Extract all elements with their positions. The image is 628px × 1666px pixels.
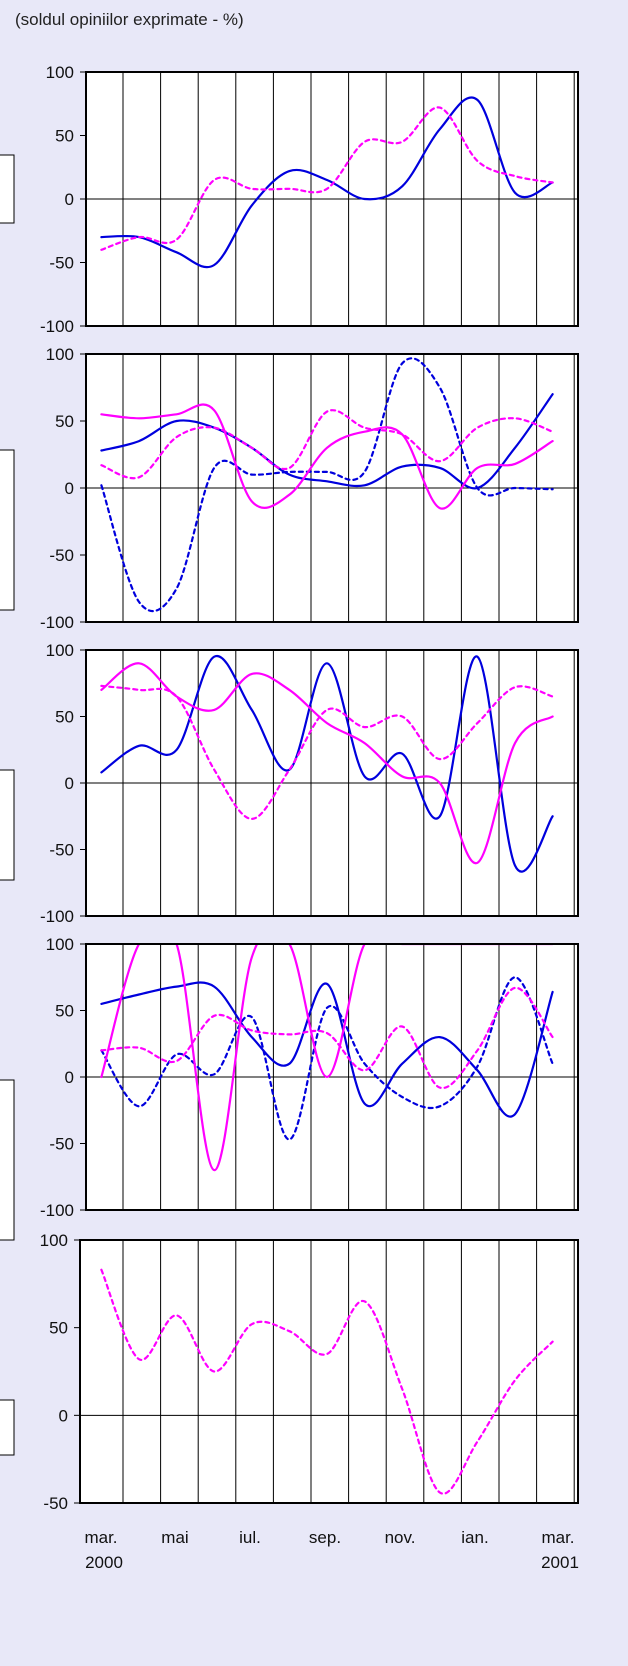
plot-frame [85, 943, 579, 1211]
x-tick-label: sep. [309, 1528, 341, 1547]
y-tick-label: 100 [46, 63, 74, 82]
y-tick-label: 100 [46, 935, 74, 954]
chart-panel-1: 100 50 0 -50 -100 [40, 63, 579, 336]
y-tick-label: 100 [46, 345, 74, 364]
y-tick-label: 50 [55, 412, 74, 431]
legend-box-4 [0, 1079, 15, 1241]
plot-frame [85, 353, 579, 623]
legend-box-3 [0, 769, 15, 881]
y-tick-label: -50 [43, 1494, 68, 1513]
plot-frame [85, 71, 579, 327]
y-tick-label: -100 [40, 1201, 74, 1220]
series-line-3 [100, 684, 554, 820]
series-line-2 [100, 976, 554, 1141]
y-tick-label: 50 [55, 127, 74, 146]
series-line-1 [100, 1268, 554, 1495]
legend-box-1 [0, 154, 15, 224]
x-tick-year: 2000 [85, 1553, 123, 1572]
series-line-2 [100, 662, 554, 864]
y-tick-label: -50 [49, 254, 74, 273]
y-tick-label: -50 [49, 841, 74, 860]
y-tick-label: 0 [65, 774, 74, 793]
plot-area [80, 1240, 578, 1503]
y-tick-label: -50 [49, 1135, 74, 1154]
y-tick-label: -100 [40, 907, 74, 926]
x-tick-label: mai [161, 1528, 188, 1547]
series-line-4 [100, 986, 554, 1089]
series-line-1 [100, 96, 554, 269]
legend-box-2 [0, 449, 15, 611]
plot-frame [85, 649, 579, 917]
y-tick-label: 50 [55, 708, 74, 727]
chart-subtitle: (soldul opiniilor exprimate - %) [15, 10, 244, 29]
x-tick-label: mar. [541, 1528, 574, 1547]
chart-panel-5: 100 50 0 -50 [40, 1231, 579, 1513]
series-line-4 [100, 409, 554, 480]
series-line-2 [100, 357, 554, 613]
x-tick-year: 2001 [541, 1553, 579, 1572]
x-tick-label: ian. [461, 1528, 488, 1547]
x-tick-label: nov. [385, 1528, 416, 1547]
legend-box-5 [0, 1399, 15, 1456]
series-line-3 [100, 403, 554, 510]
y-tick-label: 50 [55, 1002, 74, 1021]
chart-panel-3: 100 50 0 -50 -100 [40, 641, 579, 926]
x-axis-labels: mar. 2000 mai iul. sep. nov. ian. mar. 2001 [84, 1528, 578, 1572]
y-tick-label: -50 [49, 546, 74, 565]
x-tick-label: mar. [84, 1528, 117, 1547]
series-line-3 [100, 944, 554, 1172]
chart-panel-2: 100 50 0 -50 -100 [40, 345, 579, 632]
y-tick-label: 100 [40, 1231, 68, 1250]
y-tick-label: -100 [40, 613, 74, 632]
plot-frame [79, 1239, 579, 1504]
y-tick-label: 0 [59, 1406, 68, 1425]
chart-panel-4: 100 50 0 -50 -100 [40, 935, 579, 1220]
y-tick-label: 0 [65, 190, 74, 209]
series-line-2 [100, 106, 554, 251]
y-tick-label: 100 [46, 641, 74, 660]
y-tick-label: 0 [65, 479, 74, 498]
x-tick-label: iul. [239, 1528, 261, 1547]
y-tick-label: -100 [40, 317, 74, 336]
legend-stubs [0, 154, 15, 1456]
y-tick-label: 50 [49, 1319, 68, 1338]
y-tick-label: 0 [65, 1068, 74, 1087]
